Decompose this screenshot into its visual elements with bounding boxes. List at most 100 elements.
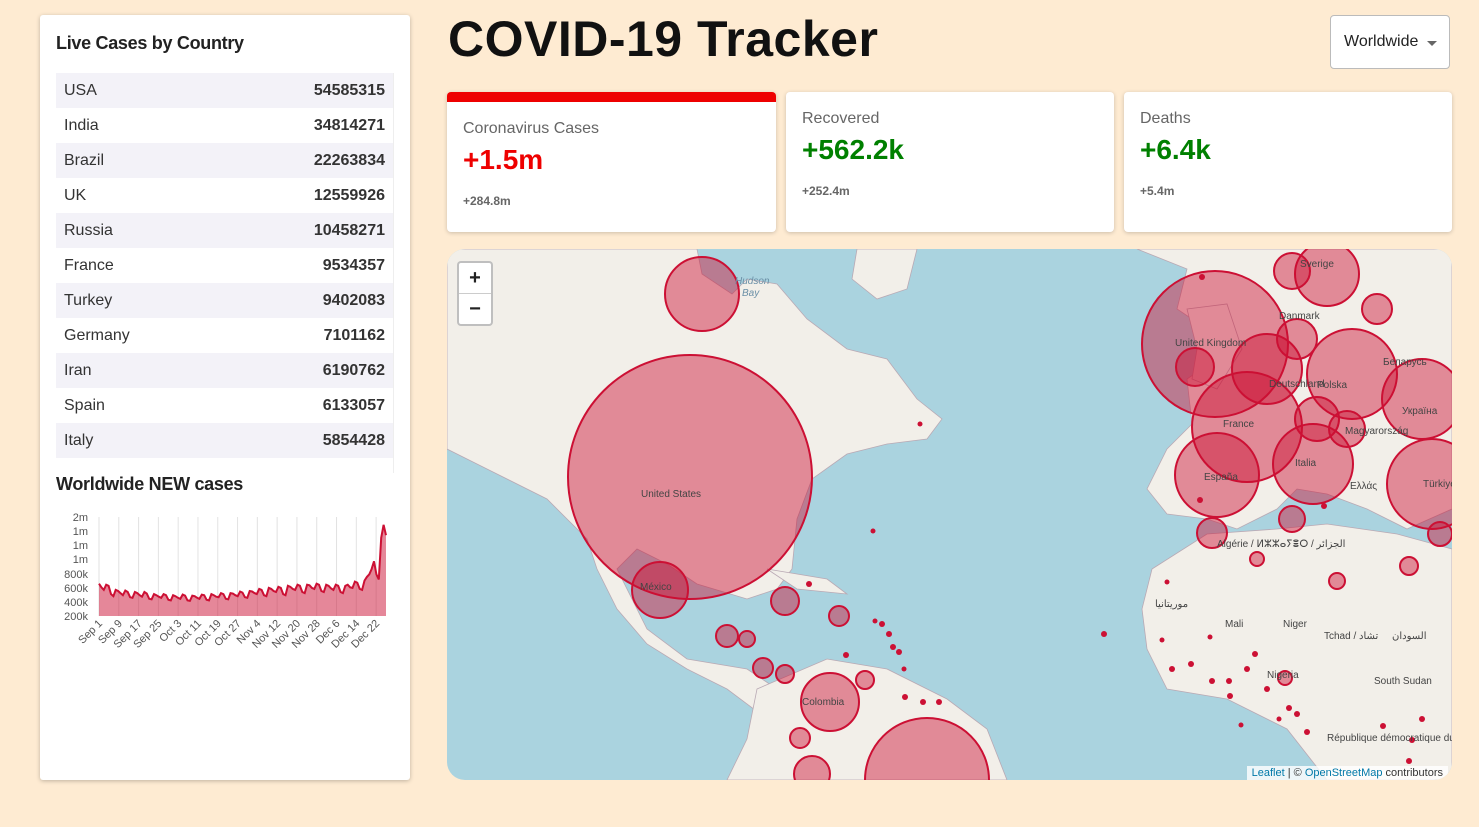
card-cases[interactable]: Coronavirus Cases +1.5m +284.8m	[447, 92, 776, 232]
map[interactable]: Hudson Bay United States México Colombia…	[447, 249, 1452, 780]
circle-baltic[interactable]	[1361, 293, 1393, 325]
map-label-poland: Polska	[1317, 380, 1347, 391]
chart-y-tick: 600k	[64, 583, 88, 595]
zoom-out-button[interactable]: −	[459, 293, 491, 324]
map-label-ukraine: Україна	[1402, 406, 1438, 417]
chart-series-area	[99, 524, 386, 616]
card-deaths-label: Deaths	[1140, 110, 1191, 127]
map-label-niger: Niger	[1283, 619, 1308, 630]
case-circles[interactable]	[567, 249, 1452, 780]
map-label-greece: Ελλάς	[1350, 480, 1377, 492]
caret-down-icon	[1427, 41, 1437, 46]
circle-ecuador[interactable]	[789, 727, 811, 749]
circle-norway[interactable]	[1273, 252, 1311, 290]
circle-ireland[interactable]	[1175, 347, 1215, 387]
map-canvas[interactable]: Hudson Bay United States México Colombia…	[447, 249, 1452, 780]
table-row: Turkey 9402083	[56, 283, 393, 318]
country-cases: 6190762	[322, 361, 385, 379]
map-attribution: Leaflet | © OpenStreetMap contributors	[1246, 766, 1448, 780]
country-cases: 54585315	[313, 81, 385, 99]
small-dots	[806, 274, 1425, 764]
zoom-control: + −	[457, 261, 493, 326]
table-row: Spain 6133057	[56, 388, 393, 423]
country-cases: 22263834	[313, 151, 385, 169]
circle-denmark[interactable]	[1276, 318, 1318, 360]
circle-colombia[interactable]	[800, 672, 860, 732]
circle-venezuela[interactable]	[855, 670, 875, 690]
map-label-belarus: Беларусь	[1383, 357, 1427, 368]
table-row: France 9534357	[56, 248, 393, 283]
attribution-separator: | ©	[1284, 767, 1305, 779]
circle-nigeria[interactable]	[1277, 670, 1293, 686]
table-row: Brazil 22263834	[56, 143, 393, 178]
circle-libya[interactable]	[1328, 572, 1346, 590]
circle-morocco[interactable]	[1196, 517, 1228, 549]
map-label-chad: Tchad / تشاد	[1324, 631, 1378, 642]
zoom-in-button[interactable]: +	[469, 267, 481, 289]
circle-germany[interactable]	[1306, 328, 1398, 420]
card-recovered-total: +252.4m	[802, 184, 850, 198]
circle-hungary[interactable]	[1328, 410, 1366, 448]
map-labels: Hudson Bay United States México Colombia…	[640, 259, 1452, 744]
circle-sweden[interactable]	[1294, 249, 1360, 307]
attribution-tail: contributors	[1382, 767, 1443, 779]
circle-algeria[interactable]	[1249, 551, 1265, 567]
country-table[interactable]: USA 54585315 India 34814271 Brazil 22263834 UK…	[56, 73, 394, 473]
map-label-mali: Mali	[1225, 619, 1243, 630]
circle-italy[interactable]	[1272, 423, 1354, 505]
circle-honduras[interactable]	[738, 630, 756, 648]
circle-tunisia[interactable]	[1278, 505, 1306, 533]
country-name: Russia	[64, 221, 113, 239]
map-label-colombia: Colombia	[802, 697, 845, 708]
table-row: UK 12559926	[56, 178, 393, 213]
circle-panama[interactable]	[775, 664, 795, 684]
card-recovered-label: Recovered	[802, 110, 880, 127]
map-label-italy: Italia	[1295, 458, 1317, 469]
circle-benelux[interactable]	[1231, 333, 1303, 405]
country-cases: 9402083	[322, 291, 385, 309]
sidebar: Live Cases by Country USA 54585315 India 34…	[40, 15, 410, 780]
page-title: COVID-19 Tracker	[448, 11, 879, 67]
map-label-denmark: Danmark	[1279, 311, 1321, 322]
map-label-bay: Bay	[742, 288, 760, 299]
table-row: Italy 5854428	[56, 423, 393, 458]
circle-dominican[interactable]	[828, 605, 850, 627]
circle-cuba[interactable]	[770, 586, 800, 616]
country-cases: 10458271	[313, 221, 385, 239]
country-cases: 9534357	[322, 256, 385, 274]
circle-austria[interactable]	[1294, 396, 1340, 442]
circle-turkey[interactable]	[1386, 438, 1452, 530]
circle-ukraine[interactable]	[1381, 358, 1452, 440]
country-name: India	[64, 116, 99, 134]
circle-guatemala[interactable]	[715, 624, 739, 648]
card-deaths[interactable]: Deaths +6.4k +5.4m	[1124, 92, 1452, 232]
map-label-drc: République démocratique du Congo	[1327, 733, 1452, 744]
circle-mexico[interactable]	[631, 561, 689, 619]
card-recovered[interactable]: Recovered +562.2k +252.4m	[786, 92, 1114, 232]
leaflet-link[interactable]: Leaflet	[1251, 767, 1285, 779]
map-label-france: France	[1223, 419, 1255, 430]
circle-spain[interactable]	[1174, 432, 1260, 518]
circle-uk[interactable]	[1141, 270, 1289, 418]
map-label-usa: United States	[641, 489, 701, 500]
map-label-uk: United Kingdom	[1175, 338, 1246, 349]
circle-peru[interactable]	[793, 755, 831, 780]
chart-series-line	[98, 524, 387, 603]
osm-link[interactable]: OpenStreetMap	[1304, 767, 1383, 779]
circle-israel[interactable]	[1427, 521, 1452, 547]
map-label-sweden: Sverige	[1300, 259, 1334, 270]
country-select[interactable]: Worldwide	[1330, 15, 1450, 69]
circle-egypt[interactable]	[1399, 556, 1419, 576]
card-deaths-total: +5.4m	[1140, 184, 1175, 198]
country-name: Germany	[64, 326, 130, 344]
map-label-hudson: Hudson	[735, 276, 770, 287]
country-name: Italy	[64, 431, 94, 449]
circle-costa-rica[interactable]	[752, 657, 774, 679]
circle-brazil[interactable]	[864, 717, 990, 780]
circle-canada-north[interactable]	[664, 256, 740, 332]
country-select-value: Worldwide	[1344, 33, 1419, 50]
live-cases-title: Live Cases by Country	[56, 33, 244, 53]
circle-usa[interactable]	[567, 354, 813, 600]
map-label-turkey: Türkiye	[1423, 479, 1452, 490]
card-cases-today: +1.5m	[463, 144, 544, 175]
